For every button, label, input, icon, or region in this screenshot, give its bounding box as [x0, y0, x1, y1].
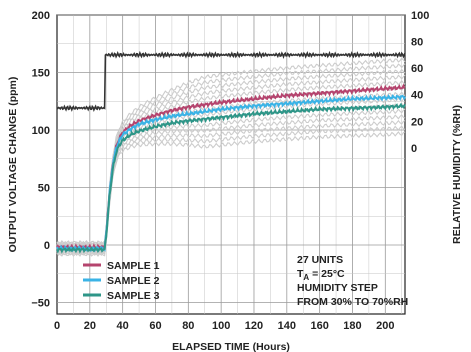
y2-tick-label: 20	[411, 116, 423, 128]
grid	[57, 14, 405, 314]
legend-label: SAMPLE 3	[107, 290, 160, 302]
legend-label: SAMPLE 2	[107, 275, 160, 287]
x-tick-label: 60	[149, 320, 161, 332]
x-tick-label: 200	[376, 320, 394, 332]
annotation-temperature: TA = 25°C	[297, 268, 345, 282]
y2-tick-label: 40	[411, 90, 423, 102]
series-line-sample-2	[56, 94, 406, 253]
annotation-units: 27 UNITS	[297, 254, 343, 266]
y2-axis-label: RELATIVE HUMIDITY (%RH)	[451, 105, 463, 244]
legend: SAMPLE 1 SAMPLE 2 SAMPLE 3	[83, 260, 160, 302]
y2-tick-label: 80	[411, 37, 423, 49]
tick-labels: 0 20 40 60 80 100 120 140 160 180 200200150100500−…	[31, 10, 429, 332]
x-tick-label: 20	[84, 320, 96, 332]
x-tick-label: 80	[182, 320, 194, 332]
x-tick-label: 180	[343, 320, 361, 332]
x-tick-label: 140	[278, 320, 296, 332]
x-tick-label: 120	[245, 320, 263, 332]
x-axis-label: ELAPSED TIME (Hours)	[172, 341, 290, 352]
x-tick-label: 100	[212, 320, 230, 332]
series-line-sample-3	[56, 102, 406, 254]
x-tick-label: 40	[117, 320, 129, 332]
annotation-humidity-step: HUMIDITY STEP	[297, 282, 378, 294]
y-axis-label: OUTPUT VOLTAGE CHANGE (ppm)	[7, 77, 19, 253]
y-tick-label: −50	[31, 298, 50, 310]
y-tick-label: 200	[32, 10, 50, 22]
series-line-humidity	[56, 50, 406, 112]
y2-tick-label: 60	[411, 63, 423, 75]
annotation: 27 UNITS TA = 25°C HUMIDITY STEP FROM 30…	[297, 254, 408, 308]
series-lines	[56, 50, 406, 254]
annotation-range: FROM 30% TO 70%RH	[297, 296, 408, 308]
y2-tick-label: 0	[411, 143, 417, 155]
y2-tick-label: 100	[411, 10, 429, 22]
legend-label: SAMPLE 1	[107, 260, 160, 272]
y-tick-label: 150	[32, 68, 50, 80]
y-tick-label: 0	[44, 240, 50, 252]
y-tick-label: 50	[38, 183, 50, 195]
x-tick-label: 160	[310, 320, 328, 332]
y-tick-label: 100	[32, 125, 50, 137]
sample-spread-line	[56, 57, 406, 246]
x-tick-label: 0	[54, 320, 60, 332]
